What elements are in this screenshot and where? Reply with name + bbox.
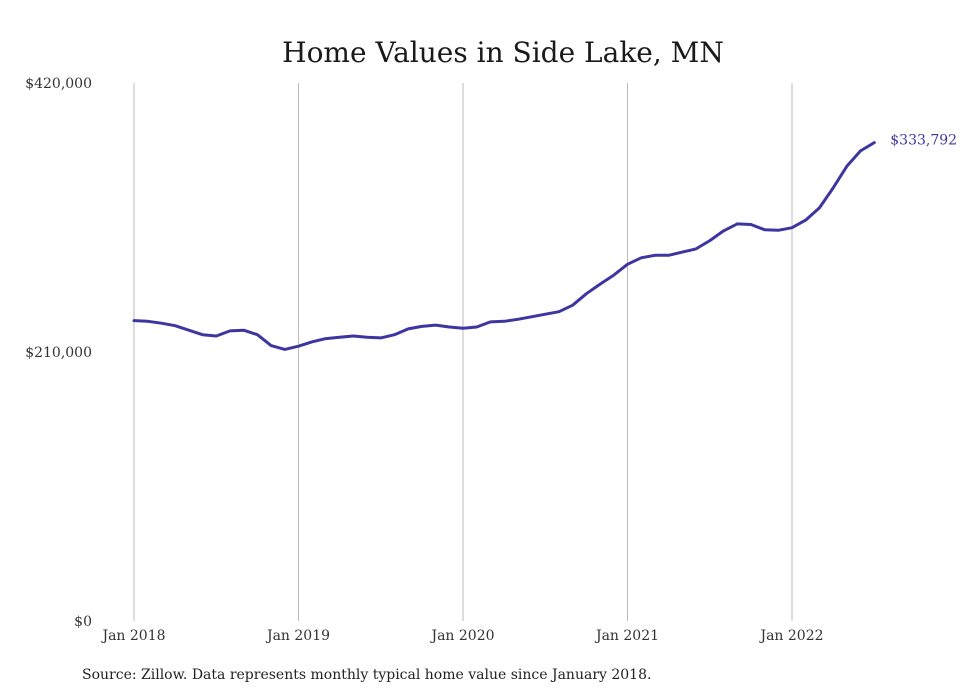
- grid-lines: [133, 83, 793, 621]
- x-tick-label: Jan 2021: [594, 628, 659, 644]
- x-tick-label: Jan 2019: [265, 628, 330, 644]
- x-tick-label: Jan 2020: [429, 628, 494, 644]
- x-tick-label: Jan 2018: [100, 628, 165, 644]
- y-tick-label: $0: [74, 614, 92, 630]
- y-tick-label: $210,000: [25, 345, 92, 361]
- y-tick-label: $420,000: [25, 76, 92, 92]
- y-axis-ticks: $0 $210,000 $420,000: [25, 76, 92, 630]
- series-layer: $333,792: [132, 133, 957, 351]
- x-axis-ticks: Jan 2018 Jan 2019 Jan 2020 Jan 2021 Jan 2022: [100, 628, 823, 644]
- x-tick-label: Jan 2022: [758, 628, 823, 644]
- chart-title: Home Values in Side Lake, MN: [282, 36, 724, 69]
- series-line: [132, 141, 876, 351]
- source-note: Source: Zillow. Data represents monthly …: [82, 667, 652, 683]
- end-value-label: $333,792: [890, 133, 957, 149]
